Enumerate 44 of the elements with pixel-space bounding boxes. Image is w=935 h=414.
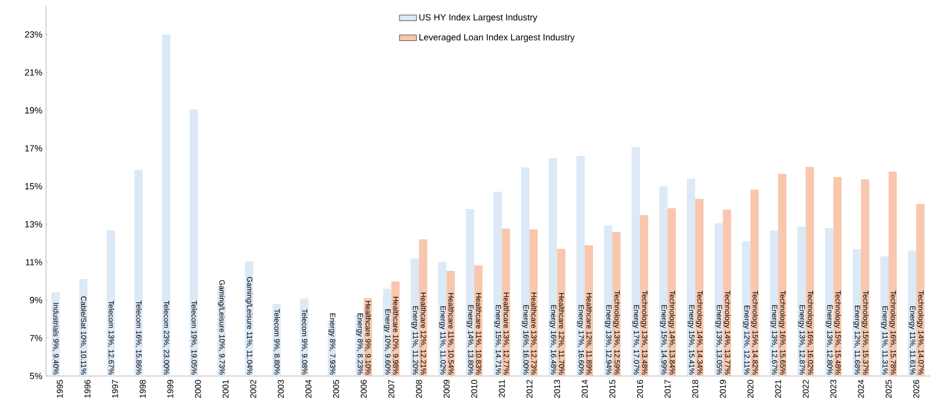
- legend-label: Leveraged Loan Index Largest Industry: [419, 34, 575, 42]
- x-tick-label: 2023: [830, 380, 836, 398]
- x-tick-label: 2022: [802, 380, 809, 398]
- y-tick-label: 23%: [24, 31, 42, 38]
- x-tick-label: 2026: [913, 380, 920, 398]
- x-tick-label: 1997: [112, 380, 118, 398]
- x-tick-label: 2008: [416, 380, 422, 398]
- x-tick-label: 2011: [498, 380, 505, 398]
- x-tick-label: 2000: [194, 380, 201, 398]
- y-tick-label: 17%: [25, 145, 42, 152]
- y-tick-label: 11%: [26, 259, 42, 266]
- x-tick-label: 2017: [664, 380, 671, 398]
- x-tick-label: 2019: [720, 380, 726, 398]
- y-tick-label: 9%: [30, 296, 42, 304]
- x-tick-label: 1999: [167, 380, 174, 398]
- y-tick-label: 13%: [25, 221, 42, 228]
- y-tick-label: 15%: [25, 183, 42, 190]
- x-tick-label: 2009: [444, 380, 450, 398]
- y-tick-label: 7%: [30, 334, 42, 342]
- x-tick-label: 2021: [775, 380, 782, 398]
- x-tick-label: 2010: [471, 380, 478, 398]
- x-tick-label: 2025: [886, 380, 892, 398]
- legend-label: US HY Index Largest Industry: [419, 14, 538, 22]
- x-tick-label: 2020: [747, 380, 754, 398]
- y-tick-label: 5%: [30, 372, 42, 380]
- x-tick-label: 2014: [582, 380, 588, 398]
- y-tick-label: 21%: [24, 69, 42, 76]
- x-tick-label: 2006: [360, 380, 367, 398]
- x-tick-label: 1995: [56, 380, 63, 398]
- x-tick-label: 1996: [84, 380, 90, 398]
- x-tick-label: 2024: [858, 380, 864, 398]
- x-tick-label: 1998: [140, 380, 146, 398]
- x-tick-label: 2013: [554, 380, 560, 398]
- x-tick-label: 2002: [250, 380, 256, 398]
- x-tick-label: 2004: [305, 380, 312, 398]
- y-tick-label: 19%: [25, 107, 42, 114]
- x-tick-label: 2012: [526, 380, 532, 398]
- x-tick-label: 2001: [222, 380, 229, 398]
- x-tick-label: 2015: [609, 380, 616, 398]
- x-tick-label: 2003: [278, 380, 284, 398]
- x-tick-label: 2005: [333, 380, 340, 398]
- x-tick-label: 2007: [388, 380, 394, 398]
- x-tick-label: 2018: [692, 380, 698, 398]
- x-tick-label: 2016: [636, 380, 643, 398]
